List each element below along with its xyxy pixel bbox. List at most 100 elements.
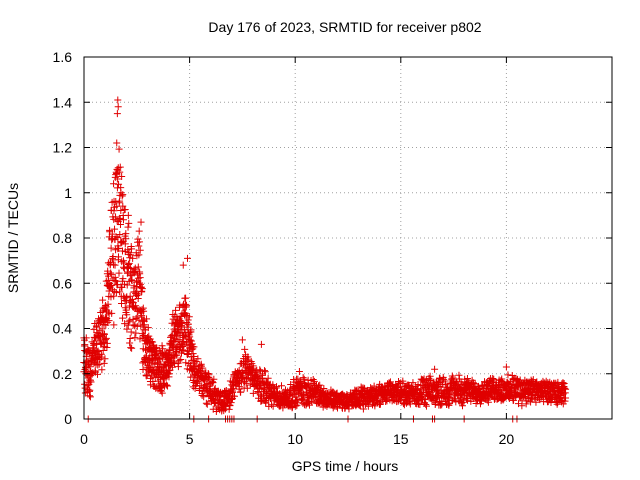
data-point — [112, 233, 120, 241]
data-point — [220, 407, 228, 415]
data-point — [269, 402, 277, 410]
data-point — [107, 244, 115, 252]
data-point — [131, 267, 139, 275]
data-point — [190, 352, 198, 360]
y-tick-labels: 0 0.2 0.4 0.6 0.8 1 1.2 1.4 1.6 — [53, 49, 73, 427]
data-point — [261, 367, 269, 375]
data-point — [399, 379, 407, 387]
data-point — [117, 207, 125, 215]
data-point — [211, 384, 219, 392]
data-point — [128, 277, 136, 285]
data-point — [162, 381, 170, 389]
data-point — [256, 366, 264, 374]
data-point — [138, 312, 146, 320]
data-point — [107, 269, 115, 277]
data-point — [110, 292, 118, 300]
data-point — [99, 347, 107, 355]
data-point — [359, 405, 367, 413]
data-point — [561, 397, 569, 405]
data-point — [238, 336, 246, 344]
data-point — [101, 330, 109, 338]
data-point — [102, 315, 110, 323]
data-point — [386, 379, 394, 387]
data-point — [113, 202, 121, 210]
data-point — [371, 402, 379, 410]
data-point — [295, 367, 303, 375]
chart-title: Day 176 of 2023, SRMTID for receiver p80… — [208, 19, 481, 35]
data-point — [157, 384, 165, 392]
data-point — [132, 315, 140, 323]
data-point — [315, 382, 323, 390]
data-point — [127, 328, 135, 336]
data-point — [175, 357, 183, 365]
data-point — [102, 336, 110, 344]
data-point — [126, 272, 134, 280]
x-axis-label: GPS time / hours — [292, 458, 399, 474]
data-point — [107, 281, 115, 289]
data-point — [182, 301, 190, 309]
data-point — [460, 398, 468, 406]
x-tick-labels: 0 5 10 15 20 — [80, 431, 514, 447]
x-tick-label: 15 — [393, 431, 409, 447]
data-point — [125, 259, 133, 267]
y-tick-label: 1.4 — [53, 94, 73, 110]
data-point — [178, 320, 186, 328]
data-point — [126, 316, 134, 324]
y-tick-label: 1.2 — [53, 140, 73, 156]
data-point — [182, 294, 190, 302]
data-point — [440, 375, 448, 383]
data-point — [124, 211, 132, 219]
data-point — [134, 291, 142, 299]
data-point — [115, 269, 123, 277]
data-point — [147, 338, 155, 346]
data-point — [226, 402, 234, 410]
data-point — [189, 350, 197, 358]
data-point — [463, 375, 471, 383]
data-point — [114, 253, 122, 261]
data-point — [136, 274, 144, 282]
data-point — [172, 347, 180, 355]
data-point — [97, 350, 105, 358]
data-point — [292, 402, 300, 410]
data-point — [129, 254, 137, 262]
data-point — [113, 139, 121, 147]
y-tick-label: 0 — [64, 411, 72, 427]
data-point — [127, 344, 135, 352]
data-point — [183, 254, 191, 262]
data-point — [115, 244, 123, 252]
data-point — [121, 206, 129, 214]
data-point — [95, 360, 103, 368]
data-point — [116, 215, 124, 223]
data-point — [467, 397, 475, 405]
y-tick-label: 0.2 — [53, 366, 73, 382]
data-point — [194, 355, 202, 363]
data-point — [173, 332, 181, 340]
data-point — [299, 374, 307, 382]
data-point — [128, 344, 136, 352]
data-point — [115, 145, 123, 153]
data-point — [112, 277, 120, 285]
data-point — [434, 393, 442, 401]
x-tick-label: 5 — [186, 431, 194, 447]
data-point — [406, 400, 414, 408]
data-point — [562, 394, 570, 402]
data-point — [118, 192, 126, 200]
data-point — [138, 306, 146, 314]
data-point — [140, 316, 148, 324]
data-point — [118, 300, 126, 308]
data-point — [125, 318, 133, 326]
data-point — [416, 400, 424, 408]
data-point — [277, 382, 285, 390]
data-point — [101, 355, 109, 363]
x-tick-label: 10 — [287, 431, 303, 447]
data-point — [456, 397, 464, 405]
grid-lines — [84, 57, 612, 419]
data-point — [504, 371, 512, 379]
y-tick-label: 1 — [64, 185, 72, 201]
data-point — [320, 384, 328, 392]
data-point — [448, 372, 456, 380]
data-point — [133, 290, 141, 298]
data-point — [121, 320, 129, 328]
data-point — [241, 345, 249, 353]
data-point — [267, 401, 275, 409]
